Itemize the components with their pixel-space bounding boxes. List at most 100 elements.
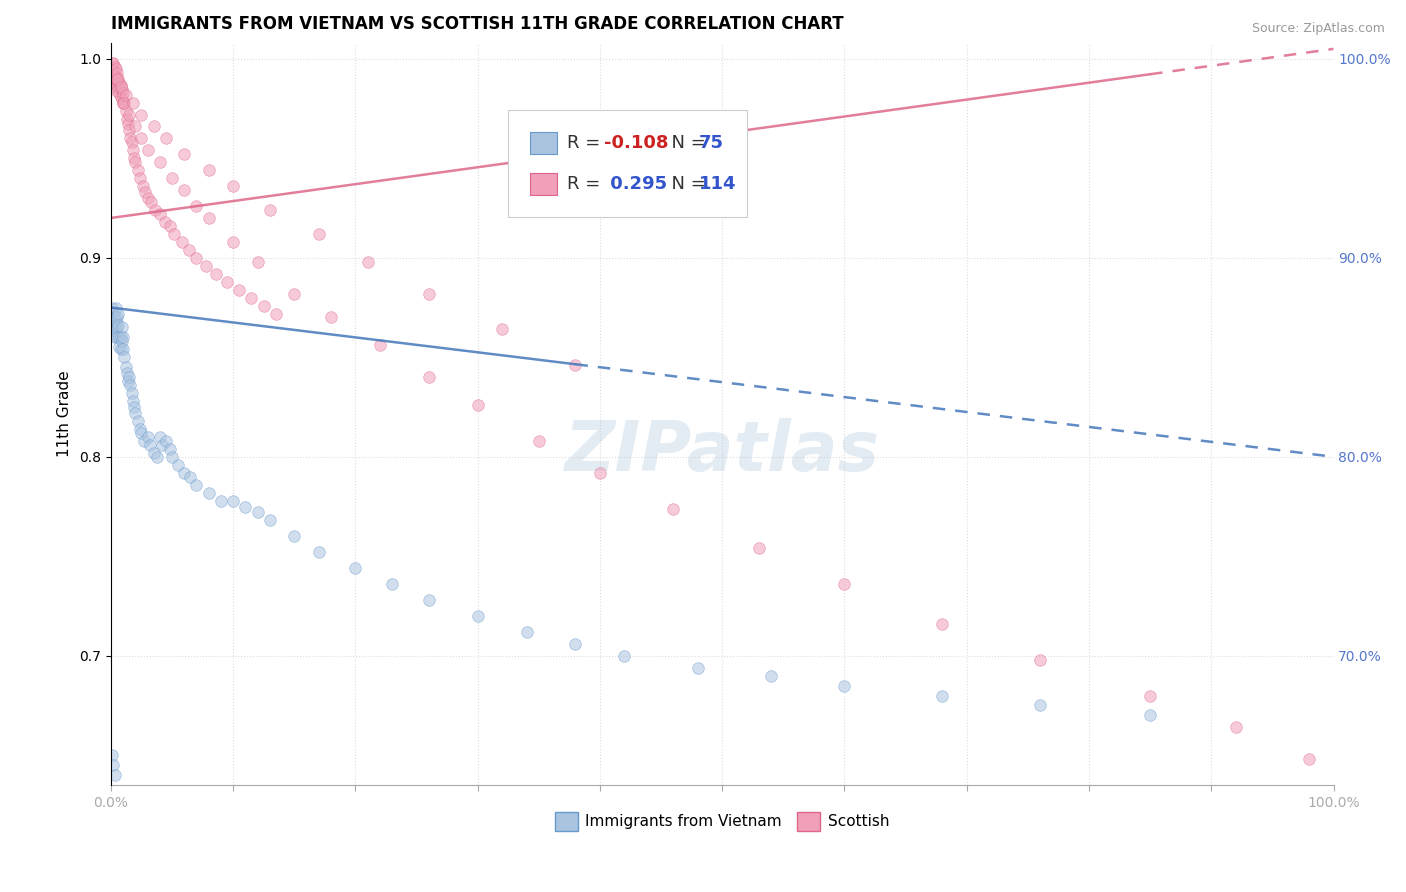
Text: -0.108: -0.108 bbox=[603, 134, 668, 153]
Point bbox=[195, 259, 218, 273]
Point bbox=[381, 577, 404, 591]
Point bbox=[121, 386, 143, 401]
Point bbox=[112, 95, 135, 110]
Point bbox=[131, 107, 153, 121]
Text: 75: 75 bbox=[699, 134, 724, 153]
Point bbox=[418, 593, 440, 607]
Point bbox=[686, 661, 709, 675]
Point bbox=[418, 370, 440, 384]
Point bbox=[160, 450, 183, 464]
Point bbox=[589, 466, 612, 480]
Point bbox=[215, 275, 238, 289]
Point bbox=[132, 434, 155, 448]
Point bbox=[105, 310, 128, 325]
Point bbox=[491, 322, 513, 336]
Point bbox=[1139, 689, 1161, 703]
Point bbox=[319, 310, 342, 325]
Point bbox=[834, 679, 856, 693]
Point bbox=[104, 314, 127, 328]
Point bbox=[173, 183, 195, 197]
Legend: Immigrants from Vietnam, Scottish: Immigrants from Vietnam, Scottish bbox=[548, 806, 896, 837]
Point bbox=[118, 370, 141, 384]
Point bbox=[136, 430, 159, 444]
Point bbox=[467, 398, 489, 412]
Point bbox=[283, 529, 305, 543]
Text: N =: N = bbox=[659, 134, 711, 153]
Point bbox=[112, 343, 135, 357]
Point bbox=[197, 163, 219, 178]
Point bbox=[104, 301, 127, 315]
Point bbox=[1029, 698, 1052, 713]
Point bbox=[121, 95, 143, 110]
Point bbox=[112, 86, 135, 100]
Point bbox=[186, 199, 208, 213]
Point bbox=[103, 310, 125, 325]
Point bbox=[240, 291, 263, 305]
Point bbox=[155, 131, 177, 145]
Point bbox=[163, 227, 186, 241]
Point bbox=[118, 107, 141, 121]
Point bbox=[233, 500, 256, 514]
Point bbox=[228, 283, 250, 297]
Point bbox=[368, 338, 391, 352]
Point bbox=[264, 306, 287, 320]
Point bbox=[418, 286, 440, 301]
Point bbox=[107, 71, 129, 86]
Point bbox=[613, 648, 636, 663]
Point bbox=[931, 689, 953, 703]
Point bbox=[283, 286, 305, 301]
Point bbox=[834, 577, 856, 591]
Point bbox=[103, 60, 125, 74]
Point bbox=[117, 118, 139, 132]
Point bbox=[103, 306, 125, 320]
Point bbox=[159, 442, 181, 456]
Point bbox=[179, 469, 201, 483]
Point bbox=[516, 624, 538, 639]
Point bbox=[146, 450, 169, 464]
Point bbox=[103, 768, 125, 782]
Point bbox=[131, 179, 153, 194]
Point bbox=[149, 155, 172, 169]
Point bbox=[104, 325, 127, 339]
Point bbox=[103, 63, 125, 78]
Point bbox=[103, 314, 125, 328]
Point bbox=[103, 76, 125, 90]
Point bbox=[527, 434, 550, 448]
Point bbox=[124, 155, 146, 169]
Point bbox=[104, 70, 127, 84]
Point bbox=[1298, 752, 1320, 766]
Point bbox=[101, 748, 124, 763]
Point bbox=[114, 87, 136, 102]
Point bbox=[111, 320, 134, 334]
Point bbox=[101, 55, 124, 70]
Point bbox=[467, 609, 489, 624]
Point bbox=[308, 545, 330, 559]
Point bbox=[121, 144, 143, 158]
Point bbox=[105, 73, 128, 87]
Point bbox=[103, 55, 125, 70]
Point bbox=[112, 330, 135, 344]
Text: R =: R = bbox=[567, 175, 606, 193]
Point bbox=[124, 120, 146, 134]
Point bbox=[136, 144, 159, 158]
Text: Source: ZipAtlas.com: Source: ZipAtlas.com bbox=[1251, 22, 1385, 36]
Point bbox=[101, 310, 124, 325]
Point bbox=[356, 254, 378, 268]
Point bbox=[115, 366, 138, 380]
Point bbox=[150, 438, 173, 452]
Point bbox=[105, 84, 128, 98]
Point bbox=[111, 92, 134, 106]
Point bbox=[308, 227, 330, 241]
Point bbox=[931, 616, 953, 631]
Point bbox=[108, 86, 131, 100]
Text: 0.295: 0.295 bbox=[603, 175, 666, 193]
Point bbox=[186, 477, 208, 491]
Point bbox=[112, 351, 135, 365]
Point bbox=[105, 330, 128, 344]
Point bbox=[111, 334, 134, 349]
Point bbox=[108, 76, 131, 90]
Point bbox=[134, 185, 156, 199]
Point bbox=[129, 422, 152, 436]
Text: ZIPatlas: ZIPatlas bbox=[565, 417, 880, 484]
Point bbox=[112, 95, 135, 110]
